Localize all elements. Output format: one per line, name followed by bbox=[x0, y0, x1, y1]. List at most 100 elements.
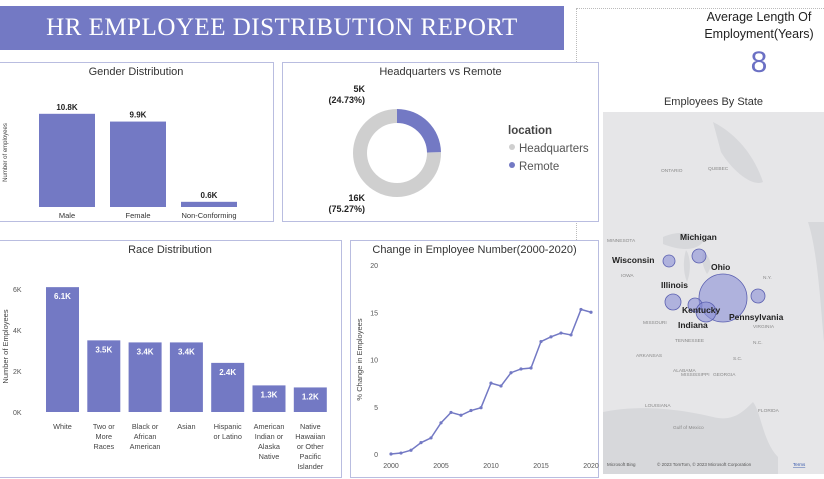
race-category-label: Black or bbox=[132, 422, 159, 431]
map-bing-logo: Microsoft Bing bbox=[607, 462, 636, 467]
line-y-tick: 15 bbox=[370, 310, 378, 317]
map-state-bubble bbox=[695, 301, 717, 323]
card-border-top bbox=[576, 8, 824, 9]
race-category-label: or Latino bbox=[213, 432, 241, 441]
race-y-tick: 2K bbox=[13, 369, 22, 376]
line-point bbox=[409, 448, 413, 452]
race-bar bbox=[252, 385, 286, 412]
gender-bar-label: 9.9K bbox=[130, 111, 147, 120]
map-region-label: QUEBEC bbox=[708, 166, 729, 172]
donut-label-hq-value: 16K bbox=[348, 193, 365, 203]
line-point bbox=[499, 384, 503, 388]
map-state-label: Kentucky bbox=[682, 305, 721, 315]
map-region-label: MINNESOTA bbox=[607, 238, 636, 244]
report-title-banner: HR EMPLOYEE DISTRIBUTION REPORT bbox=[0, 6, 564, 50]
line-point bbox=[489, 381, 493, 385]
map-lake-michigan bbox=[683, 250, 690, 282]
map-gulf-water bbox=[603, 402, 778, 474]
avg-length-value: 8 bbox=[750, 46, 768, 79]
line-point bbox=[419, 441, 423, 445]
map-terms-link: Terms bbox=[793, 462, 806, 467]
map-state-label: Illinois bbox=[661, 280, 688, 290]
line-x-tick: 2020 bbox=[583, 463, 599, 470]
gender-category-label: Male bbox=[59, 211, 75, 220]
gender-category-label: Female bbox=[125, 211, 150, 220]
race-y-tick: 4K bbox=[13, 328, 22, 335]
race-bar bbox=[128, 342, 162, 412]
race-category-label: Native bbox=[300, 422, 321, 431]
map-state-bubble bbox=[664, 293, 682, 311]
line-point bbox=[399, 451, 403, 455]
race-y-tick: 0K bbox=[13, 410, 22, 417]
location-chart-title: Headquarters vs Remote bbox=[379, 66, 502, 78]
line-point bbox=[529, 366, 533, 370]
map-region-label: N.Y. bbox=[763, 275, 772, 281]
map-region-label: FLORIDA bbox=[758, 408, 780, 414]
change-chart-panel[interactable]: Change in Employee Number(2000-2020) % C… bbox=[350, 240, 599, 478]
race-category-label: Pacific bbox=[300, 452, 322, 461]
map-attribution: © 2023 TomTom, © 2023 Microsoft Corporat… bbox=[657, 461, 752, 467]
change-line-chart: % Change in Employees 0 5 10 15 20 2000 2005 201… bbox=[355, 263, 599, 470]
change-chart-title: Change in Employee Number(2000-2020) bbox=[372, 244, 577, 256]
race-category-label: Two or bbox=[93, 422, 115, 431]
race-bar bbox=[87, 340, 121, 412]
legend-dot-headquarters bbox=[509, 144, 515, 150]
race-bar-label: 1.3K bbox=[261, 390, 278, 399]
race-bar-label: 6.1K bbox=[54, 292, 71, 301]
race-category-label: Races bbox=[93, 442, 114, 451]
employees-by-state-map[interactable]: ONTARIO QUEBEC MINNESOTA IOWA MISSOURI ARKANS… bbox=[603, 112, 824, 474]
map-region-label: LOUISIANA bbox=[645, 403, 671, 409]
gender-bar bbox=[39, 113, 95, 207]
race-category-label: Native bbox=[259, 452, 280, 461]
legend-label-headquarters: Headquarters bbox=[519, 143, 589, 155]
map-state-label: Wisconsin bbox=[612, 255, 654, 265]
race-bar-label: 3.5K bbox=[95, 345, 112, 354]
line-x-tick: 2010 bbox=[483, 463, 499, 470]
race-category-label: African bbox=[134, 432, 157, 441]
race-bar bbox=[293, 387, 327, 412]
location-donut-chart: 5K(24.73%) 16K(75.27%) location Headquarter… bbox=[328, 84, 589, 214]
line-point bbox=[429, 436, 433, 440]
gender-bar bbox=[110, 121, 166, 207]
avg-length-title-line2: Employment(Years) bbox=[704, 27, 814, 41]
race-bar bbox=[169, 342, 203, 412]
line-point bbox=[569, 333, 573, 337]
race-bar-label: 1.2K bbox=[302, 392, 319, 401]
line-point bbox=[519, 367, 523, 371]
map-region-label: N.C. bbox=[753, 340, 763, 346]
gender-chart-panel[interactable]: Gender Distribution Number of employees 1… bbox=[0, 62, 274, 222]
race-category-label: Asian bbox=[177, 422, 195, 431]
gender-chart: Number of employees 10.8K Male 9.9K Female 0.… bbox=[3, 103, 237, 220]
map-region-label: ARKANSAS bbox=[636, 353, 662, 359]
donut-label-hq-pct: (75.27%) bbox=[328, 204, 365, 214]
line-point bbox=[589, 310, 593, 314]
legend-dot-remote bbox=[509, 162, 515, 168]
race-category-label: More bbox=[95, 432, 112, 441]
gender-category-label: Non-Conforming bbox=[181, 211, 236, 220]
line-point bbox=[549, 335, 553, 339]
map-title: Employees By State bbox=[663, 96, 764, 108]
donut-slice-remote bbox=[397, 109, 441, 153]
gender-bar bbox=[181, 201, 237, 207]
map-canvas: ONTARIO QUEBEC MINNESOTA IOWA MISSOURI ARKANS… bbox=[603, 112, 824, 474]
line-point bbox=[439, 421, 443, 425]
race-chart-panel[interactable]: Race Distribution Number of Employees 0K 2… bbox=[0, 240, 342, 478]
line-x-tick: 2000 bbox=[383, 463, 399, 470]
map-state-bubble bbox=[662, 254, 676, 268]
race-chart: Number of Employees 0K 2K 4K 6K 6.1K White 3.5K… bbox=[1, 287, 327, 471]
map-region-label: Gulf of Mexico bbox=[673, 425, 704, 431]
race-category-label: Hawaiian bbox=[295, 432, 325, 441]
race-category-label: Alaska bbox=[258, 442, 281, 451]
line-x-tick: 2005 bbox=[433, 463, 449, 470]
location-chart-panel[interactable]: Headquarters vs Remote 5K (24.73%) 16K (75.… bbox=[282, 62, 599, 222]
race-bar bbox=[46, 287, 79, 412]
line-y-tick: 10 bbox=[370, 358, 378, 365]
line-point bbox=[559, 331, 563, 335]
race-category-label: or Other bbox=[297, 442, 324, 451]
race-category-label: Indian or bbox=[255, 432, 284, 441]
line-y-tick: 5 bbox=[374, 405, 378, 412]
line-point bbox=[389, 452, 393, 456]
map-region-label: MISSISSIPPI bbox=[681, 372, 710, 378]
donut-label-remote-value: 5K bbox=[353, 84, 365, 94]
line-point bbox=[479, 406, 483, 410]
